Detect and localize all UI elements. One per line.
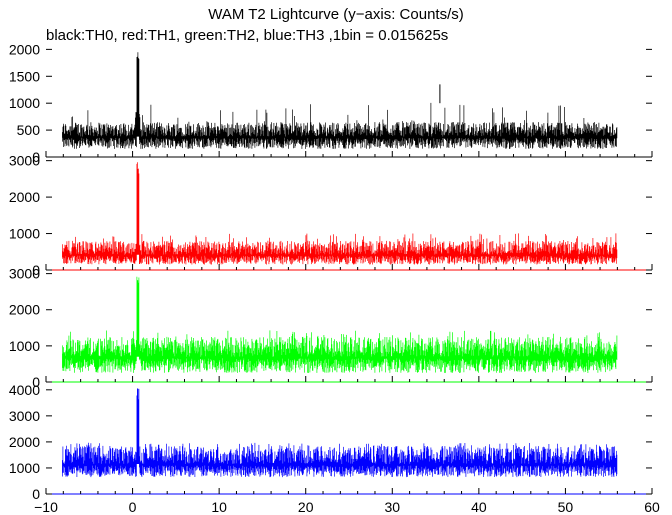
panel-1-y-tick-label: 1000 [9,226,40,242]
x-tick-label: 60 [644,499,660,515]
panel-0-y-tick-label: 2000 [9,41,40,57]
panel-0-series-line [62,52,618,149]
x-tick-label: 50 [558,499,574,515]
panel-0: 0 500 1000 1500 2000 [9,41,653,165]
panel-0-y-tick-label: 0 [32,149,40,165]
panel-3-series-line [62,388,618,478]
panel-3: 0 1000 2000 3000 4000 [9,382,653,502]
panel-3-y-tick-label: 4000 [9,382,40,398]
panel-3-y-tick-label: 2000 [9,434,40,450]
x-tick-label: 40 [471,499,487,515]
panel-1: 0 1000 2000 3000 [9,153,653,278]
panel-0-y-tick-label: 500 [17,122,41,138]
x-tick-label: 10 [211,499,227,515]
x-tick-label: 0 [129,499,137,515]
panel-1-y-tick-label: 2000 [9,189,40,205]
panel-1-series-line [62,162,618,265]
x-tick-label: 20 [298,499,314,515]
panel-2-y-tick-label: 1000 [9,338,40,354]
panel-1-y-tick-label: 0 [32,262,40,278]
panel-0-y-tick-label: 1500 [9,68,40,84]
panel-1-y-tick-label: 3000 [9,153,40,169]
panel-3-y-tick-label: 1000 [9,460,40,476]
panel-2-y-tick-label: 2000 [9,302,40,318]
x-tick-label: −10 [34,499,58,515]
chart-title: WAM T2 Lightcurve (y−axis: Counts/s) [208,6,464,23]
panel-3-y-tick-label: 3000 [9,408,40,424]
panel-3-y-tick-label: 0 [32,486,40,502]
panel-2-y-tick-label: 0 [32,374,40,390]
x-tick-label: 30 [384,499,400,515]
panel-0-y-tick-label: 1000 [9,95,40,111]
panel-2-series-line [62,276,618,373]
panel-2-y-tick-label: 3000 [9,266,40,282]
chart-subtitle: black:TH0, red:TH1, green:TH2, blue:TH3 … [46,27,449,44]
panel-2: 0 1000 2000 3000 [9,266,653,390]
